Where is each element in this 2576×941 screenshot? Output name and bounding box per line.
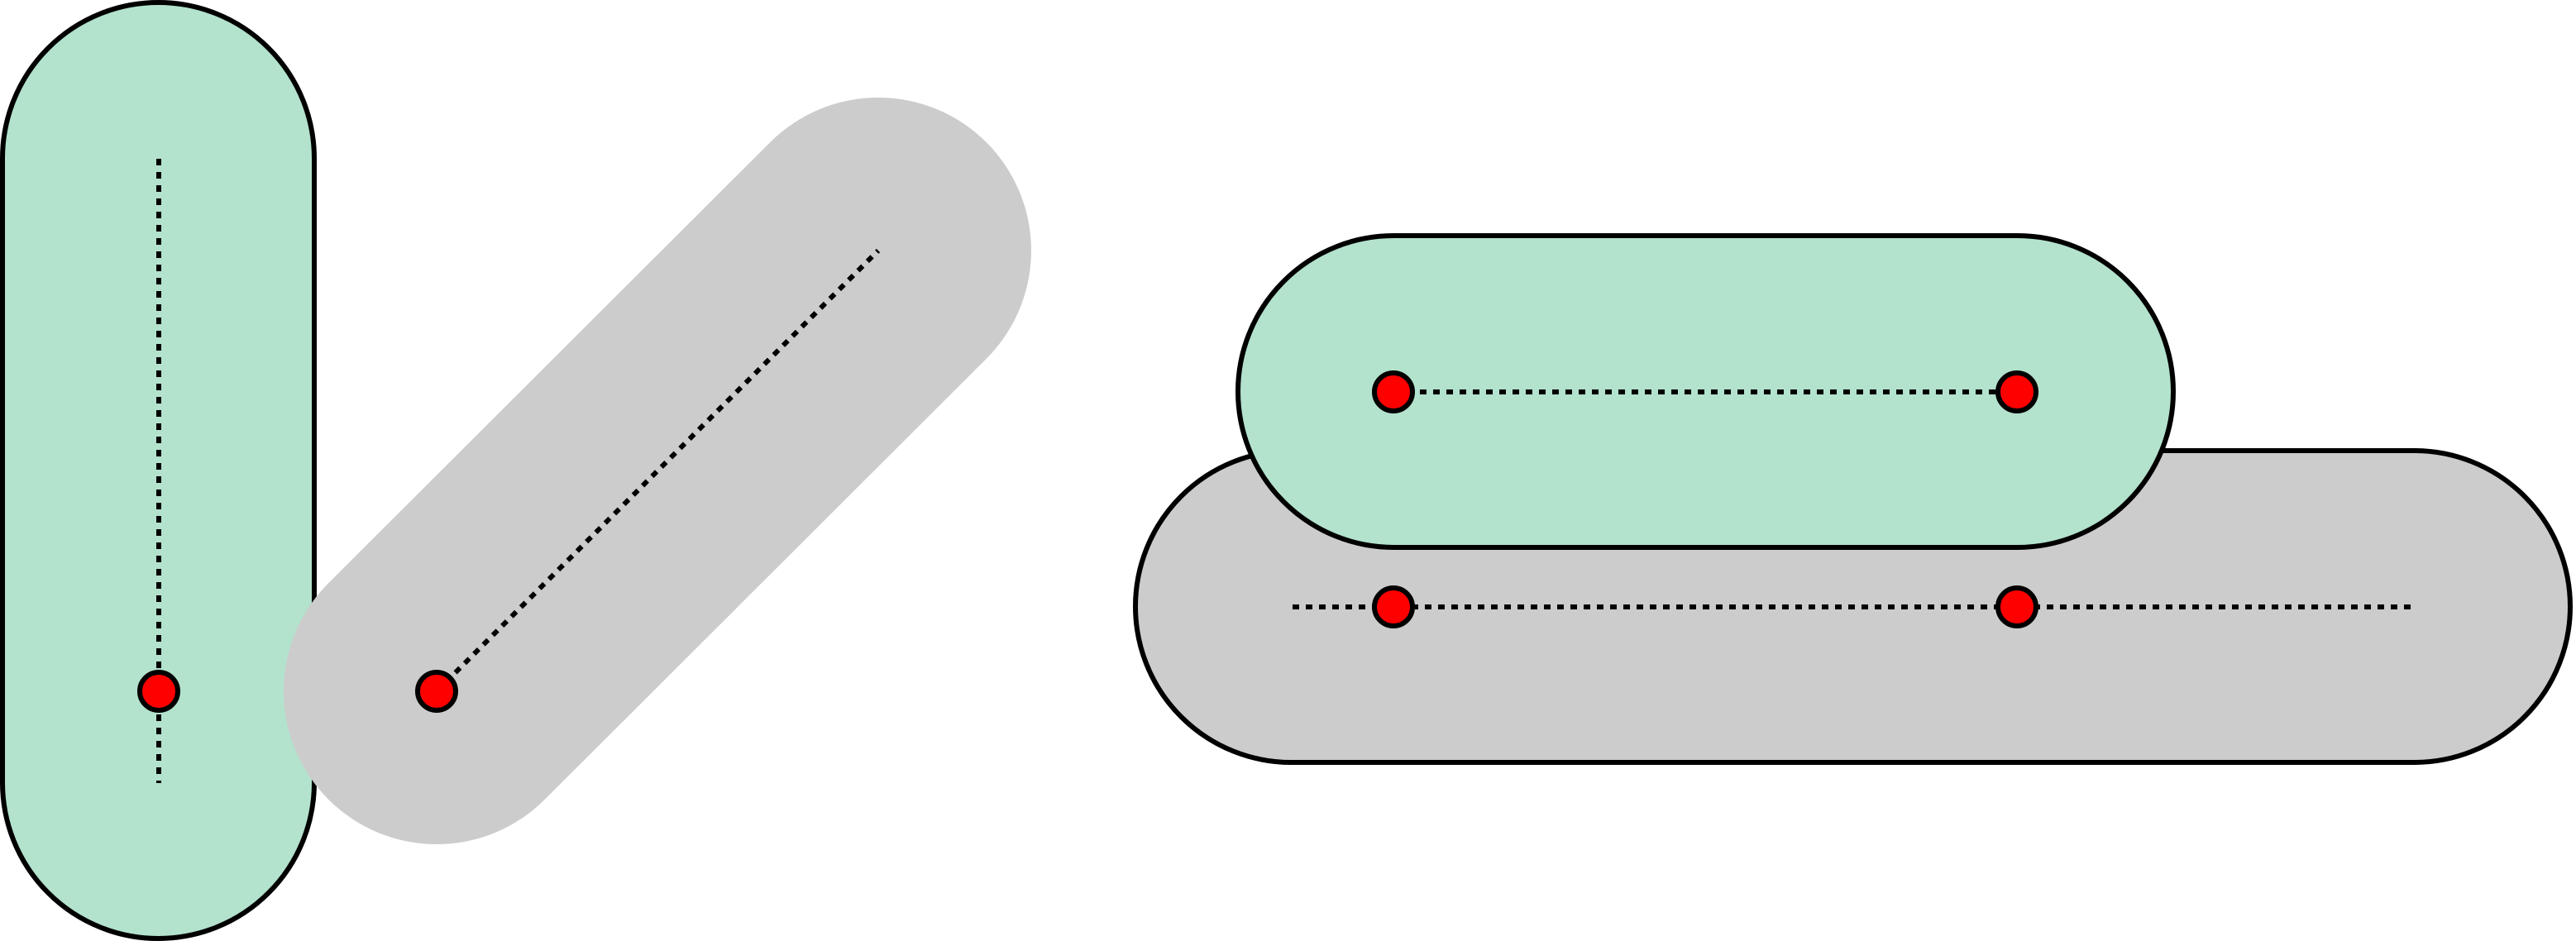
capsule-vertical-green-body (0, 0, 317, 941)
contact-point-gray-axis (415, 670, 458, 713)
scene-rotated-pair (0, 0, 1031, 941)
capsule-diagonal-gray (284, 98, 1031, 844)
contact-point-green-right (1995, 370, 2038, 413)
contact-point-gray-right (1995, 585, 2038, 628)
contact-point-green-left (1372, 370, 1415, 413)
capsule-vertical-green (0, 0, 317, 941)
capsule-horizontal-green (1235, 233, 2176, 550)
contact-point-gray-left (1372, 585, 1415, 628)
scene-parallel-pair (1133, 233, 2573, 765)
contact-point-green-axis (137, 670, 180, 713)
capsule-horizontal-green-body (1235, 233, 2176, 550)
capsule-diagonal-gray-axis (434, 248, 881, 694)
